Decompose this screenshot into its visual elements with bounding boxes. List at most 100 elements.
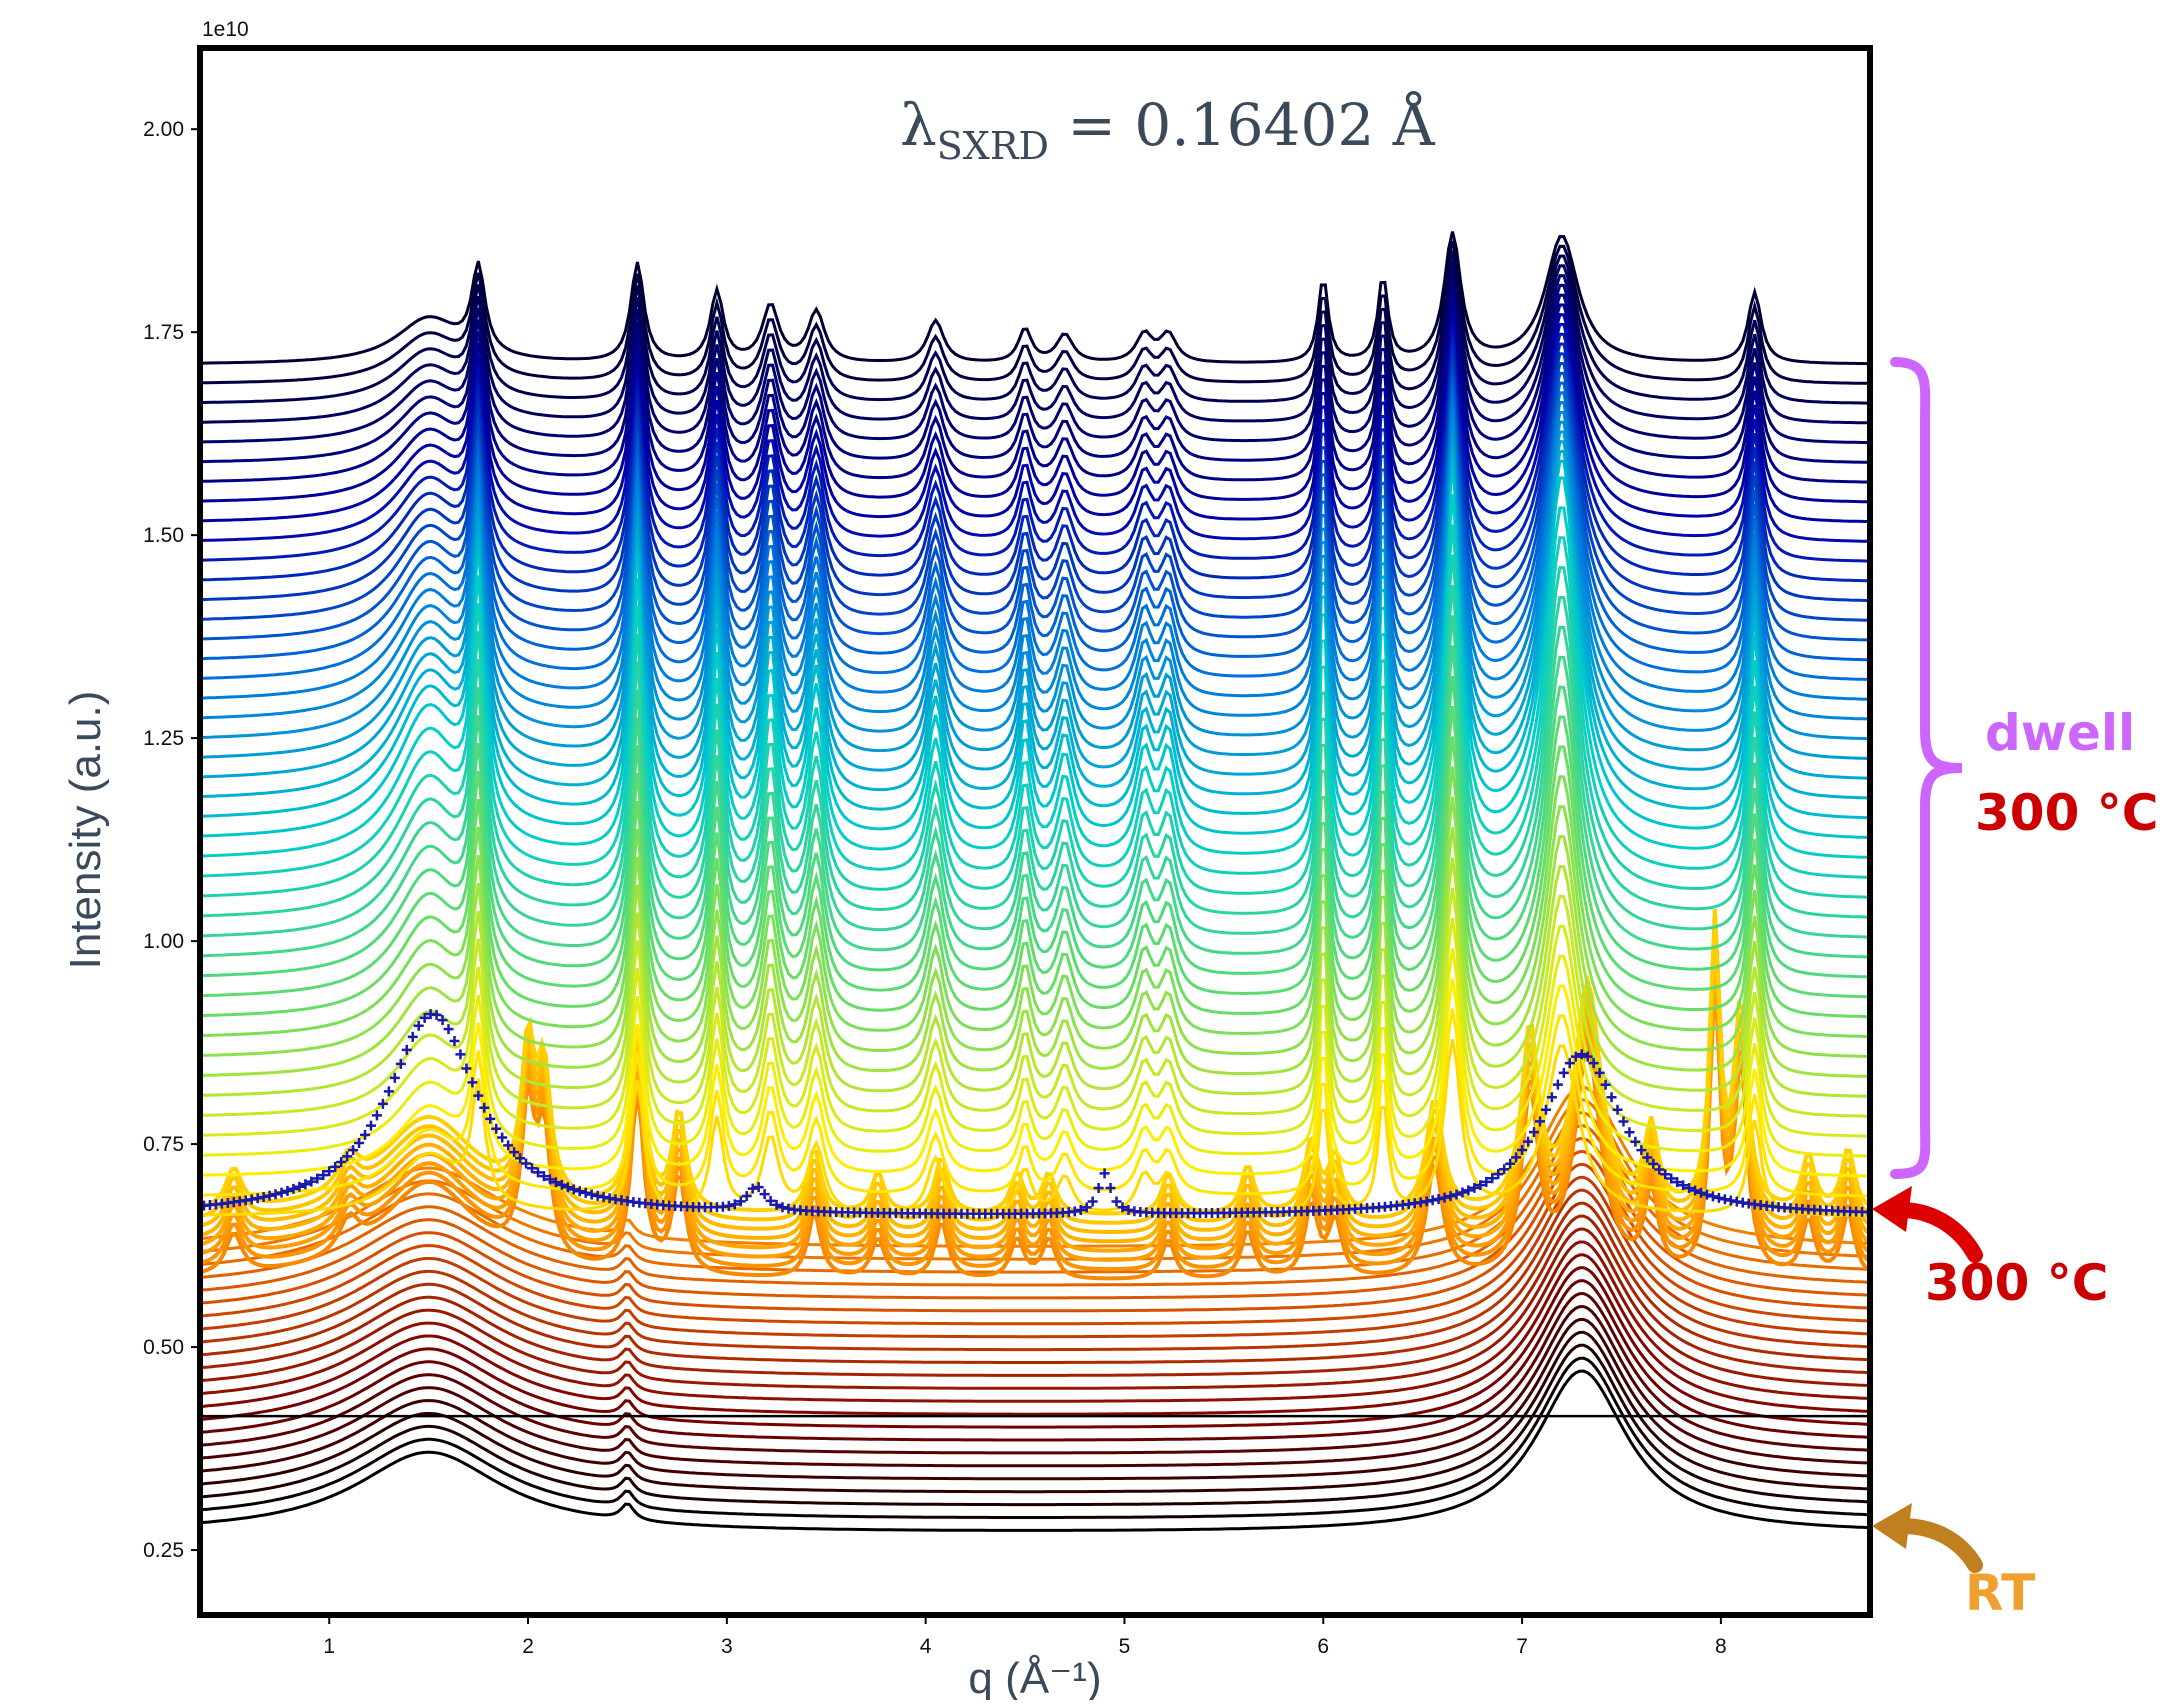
fit-marker: [264, 1190, 275, 1201]
fit-marker: [282, 1185, 293, 1196]
fit-marker: [419, 1012, 430, 1023]
fit-marker: [1505, 1158, 1516, 1169]
fit-marker: [1481, 1176, 1492, 1187]
spectra-layer: [200, 231, 1870, 1532]
y-tick-label: 1.75: [143, 321, 184, 344]
spectrum-curve: [200, 706, 1870, 999]
fit-marker: [503, 1140, 514, 1151]
dwell-label: dwell: [1985, 704, 2135, 762]
spectrum-curve: [200, 1175, 1870, 1339]
y-tick-label: 1.00: [143, 930, 184, 953]
fit-marker: [521, 1158, 532, 1169]
spectrum-curve: [200, 306, 1870, 524]
spectrum-curve: [200, 1188, 1870, 1352]
fit-marker: [348, 1145, 359, 1156]
wavelength-value: = 0.16402 Å: [1049, 91, 1436, 159]
wavelength-symbol: λ: [900, 91, 937, 159]
spectrum-curve: [200, 1240, 1870, 1403]
fit-marker: [1696, 1187, 1707, 1198]
fit-marker: [1546, 1092, 1557, 1103]
fit-marker: [562, 1182, 573, 1193]
spectrum-curve: [200, 1330, 1870, 1494]
fit-marker: [312, 1173, 323, 1184]
spectrum-curve: [200, 554, 1870, 899]
spectrum-curve: [200, 1163, 1870, 1326]
fit-marker: [431, 1009, 442, 1020]
fit-marker: [1439, 1192, 1450, 1203]
spectrum-curve: [200, 1266, 1870, 1429]
spectrum-curve: [200, 1201, 1870, 1364]
fit-marker: [413, 1020, 424, 1031]
fit-marker: [1534, 1116, 1545, 1127]
arrow-rt-label: RT: [1965, 1564, 2035, 1622]
fit-marker: [574, 1186, 585, 1197]
fit-marker: [1487, 1173, 1498, 1184]
fit-marker: [1672, 1177, 1683, 1188]
fit-marker: [455, 1049, 466, 1060]
fit-marker: [1552, 1079, 1563, 1090]
spectrum-curve: [200, 1356, 1870, 1519]
wavelength-annotation: λSXRD = 0.16402 Å: [900, 91, 1436, 168]
spectrum-curve: [200, 917, 1870, 1138]
wavelength-subscript: SXRD: [937, 124, 1049, 168]
spectrum-curve: [200, 736, 1870, 1019]
fit-marker: [580, 1187, 591, 1198]
fit-marker: [258, 1192, 269, 1203]
fit-marker: [1111, 1196, 1122, 1207]
fit-marker: [336, 1157, 347, 1167]
spectrum-curve: [200, 1369, 1870, 1532]
fit-marker: [1093, 1183, 1104, 1194]
fit-marker: [747, 1183, 758, 1194]
spectrum-curve: [200, 827, 1870, 1078]
fit-marker: [515, 1153, 526, 1164]
spectrum-curve: [200, 1318, 1870, 1481]
x-tick-label: 6: [1317, 1635, 1329, 1658]
fit-marker: [1678, 1180, 1689, 1191]
fit-marker: [592, 1190, 603, 1201]
fit-marker: [1690, 1185, 1701, 1196]
spectrum-curve: [200, 287, 1870, 484]
fit-marker: [729, 1199, 740, 1210]
dwell-temperature-label: 300 °C: [1975, 784, 2158, 842]
y-tick-label: 1.50: [143, 524, 184, 547]
fit-marker: [1540, 1104, 1551, 1115]
dwell-brace: [1890, 357, 1963, 1179]
fit-marker: [1630, 1136, 1641, 1147]
fit-marker: [360, 1129, 371, 1140]
fit-marker: [723, 1200, 734, 1211]
fit-marker: [1123, 1204, 1134, 1215]
fit-marker: [1636, 1145, 1647, 1156]
fit-marker: [556, 1179, 567, 1190]
fit-marker: [342, 1151, 353, 1162]
y-tick-label: 0.50: [143, 1336, 184, 1359]
fit-marker: [330, 1161, 341, 1172]
fit-marker: [1642, 1152, 1653, 1163]
y-tick-label: 1.25: [143, 727, 184, 750]
arrow-rt-head: [1872, 1503, 1912, 1549]
spectrum-curve: [200, 1214, 1870, 1377]
fit-marker: [1499, 1164, 1510, 1175]
fit-marker: [544, 1174, 555, 1185]
spectrum-curve: [200, 1124, 1870, 1287]
y-tick-label: 0.75: [143, 1133, 184, 1156]
fit-marker: [443, 1024, 454, 1035]
fit-marker: [1099, 1168, 1110, 1179]
fit-marker: [538, 1171, 549, 1182]
fit-marker: [461, 1063, 472, 1074]
spectrum-curve: [200, 524, 1870, 879]
fit-marker: [1105, 1183, 1116, 1194]
fit-marker: [276, 1187, 287, 1198]
fit-marker: [1517, 1145, 1528, 1156]
fit-marker-layer: [200, 1009, 1870, 1219]
fit-marker: [1618, 1116, 1629, 1127]
x-tick-label: 2: [522, 1635, 534, 1658]
fit-marker: [1117, 1202, 1128, 1213]
plot-frame: [197, 45, 1873, 1618]
x-tick-label: 8: [1715, 1635, 1727, 1658]
fit-marker: [270, 1189, 281, 1200]
x-tick-label: 4: [920, 1635, 932, 1658]
spectrum-curve: [200, 1253, 1870, 1416]
fit-marker: [485, 1113, 496, 1124]
fit-marker: [777, 1202, 788, 1213]
fit-marker: [1654, 1164, 1665, 1175]
